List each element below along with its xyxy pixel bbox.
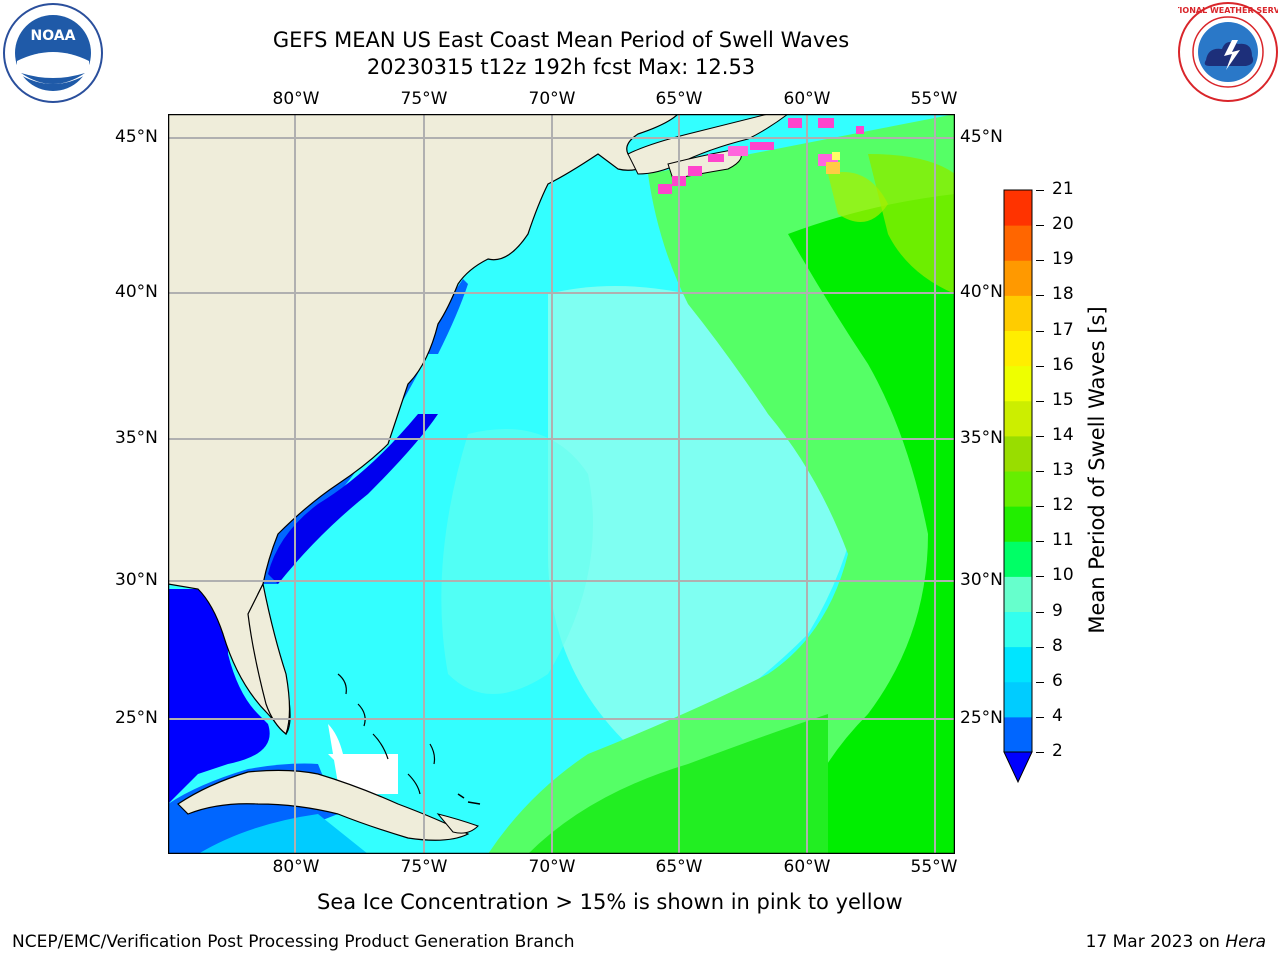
colorbar-tick-label: 18: [1052, 284, 1074, 305]
colorbar-swatch: [1004, 611, 1032, 648]
colorbar-tick-label: 16: [1052, 354, 1074, 375]
colorbar-swatch: [1004, 400, 1032, 437]
colorbar-tick-mark: [1036, 506, 1044, 508]
lon-label-bottom: 80°W: [272, 857, 320, 877]
colorbar-tick-mark: [1036, 752, 1044, 753]
lon-label-bottom: 60°W: [783, 857, 831, 877]
lat-label-left: 35°N: [115, 428, 158, 448]
colorbar-swatch: [1004, 506, 1032, 542]
footer-host: Hera: [1225, 932, 1266, 952]
lat-label-left: 30°N: [115, 570, 158, 590]
colorbar-swatch: [1004, 365, 1032, 402]
map-graticule: [168, 114, 955, 854]
colorbar-tick-label: 21: [1052, 179, 1074, 199]
lon-label-top: 75°W: [400, 89, 448, 109]
colorbar-swatch: [1004, 295, 1032, 331]
colorbar-tick-mark: [1036, 471, 1044, 472]
lat-label-right: 35°N: [960, 428, 1003, 448]
lat-label-left: 25°N: [115, 708, 158, 728]
cuba-land: [177, 769, 470, 841]
noaa-logo-text: NOAA: [31, 28, 76, 44]
map-subtitle: 20230315 t12z 192h fcst Max: 12.53: [366, 55, 756, 79]
lon-label-bottom: 65°W: [655, 857, 703, 877]
colorbar-tick-label: 6: [1052, 670, 1063, 691]
footer-date-text: 17 Mar 2023 on: [1085, 932, 1226, 952]
colorbar-extend-arrow: [1003, 751, 1033, 784]
colorbar-tick-label: 12: [1052, 495, 1074, 516]
map-title: GEFS MEAN US East Coast Mean Period of S…: [272, 28, 850, 52]
lon-label-top: 55°W: [910, 89, 958, 109]
lon-label-top: 70°W: [528, 89, 576, 109]
footer-date: 17 Mar 2023 on Hera: [1086, 932, 1266, 952]
colorbar-swatch: [1004, 435, 1032, 472]
lat-label-left: 45°N: [115, 127, 158, 147]
colorbar-tick-label: 9: [1052, 600, 1063, 621]
colorbar-tick-mark: [1036, 225, 1044, 227]
lat-label-right: 30°N: [960, 570, 1003, 590]
colorbar-swatch: [1004, 260, 1032, 296]
colorbar: [1000, 186, 1036, 786]
colorbar-swatch: [1004, 576, 1032, 612]
colorbar-swatches: [1003, 189, 1033, 784]
colorbar-swatch: [1004, 330, 1032, 367]
colorbar-tick-label: 8: [1052, 635, 1063, 656]
lon-label-bottom: 75°W: [400, 857, 448, 877]
lat-label-right: 45°N: [960, 127, 1003, 147]
colorbar-tick-mark: [1036, 576, 1044, 578]
colorbar-tick-mark: [1036, 681, 1044, 683]
nws-logo-text: NATIONAL WEATHER SERVICE: [1178, 6, 1278, 15]
lat-label-right: 40°N: [960, 282, 1003, 302]
map-panel: [168, 114, 955, 854]
colorbar-tick-label: 19: [1052, 249, 1074, 270]
colorbar-tick-label: 10: [1052, 565, 1074, 586]
colorbar-swatch: [1004, 190, 1032, 226]
colorbar-tick-mark: [1036, 716, 1044, 718]
colorbar-swatch: [1004, 646, 1032, 683]
colorbar-tick-label: 2: [1052, 741, 1063, 761]
map-canvas: [168, 114, 955, 854]
lon-label-top: 65°W: [655, 89, 703, 109]
gulf-of-mexico: [168, 589, 270, 804]
colorbar-tick-label: 17: [1052, 319, 1074, 340]
colorbar-tick-label: 14: [1052, 424, 1074, 445]
colorbar-swatch: [1004, 681, 1032, 718]
colorbar-tick-label: 15: [1052, 389, 1074, 410]
colorbar-tick-mark: [1036, 330, 1044, 332]
colorbar-swatch: [1004, 225, 1032, 261]
colorbar-tick-mark: [1036, 260, 1044, 262]
nws-logo: NATIONAL WEATHER SERVICE: [1162, 2, 1280, 102]
footer-credit: NCEP/EMC/Verification Post Processing Pr…: [12, 932, 575, 952]
colorbar-label: Mean Period of Swell Waves [s]: [1085, 306, 1109, 634]
lon-label-top: 60°W: [783, 89, 831, 109]
colorbar-swatch: [1004, 541, 1032, 577]
noaa-logo: NOAA: [3, 3, 103, 103]
colorbar-tick-mark: [1036, 400, 1044, 402]
colorbar-tick-label: 13: [1052, 460, 1074, 480]
sea-ice-note: Sea Ice Concentration > 15% is shown in …: [317, 890, 903, 914]
lon-label-bottom: 70°W: [528, 857, 576, 877]
colorbar-swatch: [1004, 716, 1032, 753]
colorbar-tick-mark: [1036, 541, 1044, 543]
colorbar-tick-mark: [1036, 295, 1044, 297]
colorbar-tick-label: 4: [1052, 705, 1063, 726]
colorbar-tick-mark: [1036, 190, 1044, 191]
colorbar-tick-mark: [1036, 646, 1044, 648]
colorbar-tick-mark: [1036, 611, 1044, 613]
lon-label-top: 80°W: [272, 89, 320, 109]
colorbar-tick-mark: [1036, 435, 1044, 437]
colorbar-tick-mark: [1036, 365, 1044, 367]
colorbar-tick-label: 11: [1052, 530, 1074, 551]
lon-label-bottom: 55°W: [910, 857, 958, 877]
lat-label-right: 25°N: [960, 708, 1003, 728]
colorbar-swatch: [1004, 471, 1032, 507]
colorbar-tick-label: 20: [1052, 214, 1074, 235]
lat-label-left: 40°N: [115, 282, 158, 302]
